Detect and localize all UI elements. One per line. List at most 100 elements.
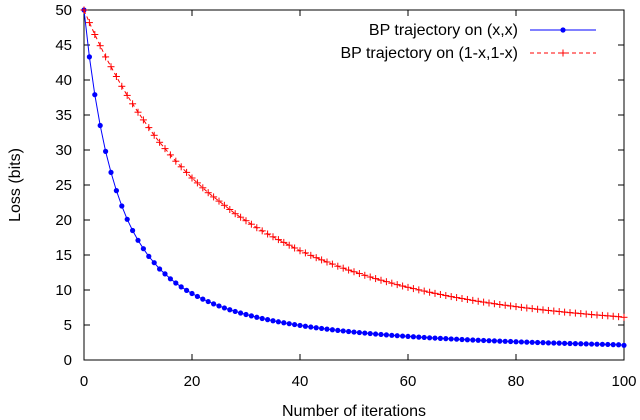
- data-point-series-2: [129, 100, 137, 108]
- data-point-series-2: [485, 299, 493, 307]
- y-tick-label: 5: [64, 317, 72, 334]
- x-tick-label: 60: [400, 373, 417, 390]
- data-point-series-1: [113, 188, 119, 194]
- data-point-series-1: [405, 333, 411, 340]
- x-tick-label: 80: [508, 373, 525, 390]
- data-point-series-2: [172, 157, 180, 165]
- y-axis-ticks: 0 5 10 15 20 25 30 35 40 45 50: [55, 2, 624, 369]
- series-2: [80, 6, 628, 321]
- data-point-series-1: [400, 333, 406, 339]
- data-point-series-2: [501, 301, 509, 309]
- series-layer: [80, 6, 628, 348]
- data-point-series-2: [150, 131, 158, 139]
- data-point-series-2: [372, 275, 380, 283]
- data-point-series-2: [199, 184, 207, 192]
- data-point-series-1: [351, 329, 357, 335]
- data-point-series-2: [388, 279, 396, 287]
- y-tick-label: 40: [55, 72, 72, 89]
- data-point-series-1: [227, 307, 233, 313]
- data-point-series-1: [362, 330, 368, 336]
- data-point-series-1: [486, 338, 492, 344]
- data-point-series-1: [432, 335, 438, 341]
- data-point-series-1: [135, 237, 141, 243]
- data-point-series-2: [345, 266, 353, 274]
- data-point-series-2: [409, 285, 417, 293]
- data-point-series-2: [442, 292, 450, 300]
- data-point-series-1: [92, 92, 98, 98]
- data-point-series-2: [210, 193, 218, 201]
- data-point-series-1: [410, 334, 416, 340]
- data-point-series-1: [551, 340, 557, 346]
- data-point-series-2: [269, 233, 277, 241]
- data-point-series-1: [151, 260, 157, 266]
- data-point-series-2: [474, 297, 482, 305]
- data-point-series-1: [319, 325, 325, 332]
- data-point-series-1: [545, 340, 552, 346]
- data-point-series-1: [416, 334, 422, 340]
- data-point-series-1: [583, 341, 589, 347]
- y-tick-label: 50: [55, 2, 72, 19]
- y-tick-label: 45: [55, 37, 72, 54]
- data-point-series-2: [177, 163, 185, 171]
- data-point-series-1: [302, 323, 308, 329]
- data-point-series-2: [274, 236, 282, 244]
- data-point-series-1: [329, 327, 335, 333]
- y-tick-label: 25: [55, 177, 72, 194]
- y-tick-label: 20: [55, 212, 72, 229]
- data-point-series-1: [562, 340, 568, 346]
- data-point-series-2: [480, 298, 488, 306]
- legend-label-2: BP trajectory on (1-x,1-x): [340, 45, 518, 62]
- data-point-series-1: [373, 331, 379, 337]
- data-point-series-2: [161, 145, 169, 153]
- data-point-series-2: [134, 108, 142, 116]
- data-point-series-2: [512, 303, 520, 311]
- data-point-series-1: [324, 326, 330, 332]
- data-point-series-2: [420, 287, 428, 295]
- data-point-series-1: [470, 337, 476, 343]
- data-point-series-1: [205, 298, 211, 305]
- y-tick-label: 10: [55, 282, 72, 299]
- data-point-series-2: [393, 281, 401, 289]
- data-point-series-1: [292, 321, 298, 328]
- data-point-series-2: [291, 244, 299, 252]
- data-point-series-1: [313, 325, 319, 331]
- data-point-series-1: [448, 336, 454, 342]
- data-point-series-2: [523, 304, 531, 312]
- data-point-series-1: [356, 329, 362, 336]
- data-point-series-2: [431, 289, 439, 297]
- data-point-series-2: [447, 293, 455, 301]
- data-point-series-1: [103, 148, 109, 154]
- data-point-series-2: [334, 262, 342, 270]
- data-point-series-2: [463, 295, 471, 303]
- data-point-series-1: [308, 324, 314, 330]
- data-point-series-1: [567, 340, 573, 347]
- data-point-series-2: [469, 296, 477, 304]
- data-point-series-2: [350, 268, 358, 276]
- data-point-series-2: [280, 238, 288, 246]
- data-point-series-1: [259, 315, 265, 322]
- data-point-series-2: [399, 282, 407, 290]
- data-point-series-1: [167, 276, 173, 282]
- data-point-series-1: [427, 335, 433, 341]
- data-point-series-2: [426, 288, 434, 296]
- x-axis-title: Number of iterations: [282, 403, 426, 420]
- data-point-series-1: [556, 340, 562, 346]
- x-tick-label: 40: [292, 373, 309, 390]
- data-point-series-1: [243, 311, 249, 318]
- data-point-series-1: [497, 338, 503, 344]
- data-point-series-1: [383, 332, 389, 338]
- data-point-series-2: [193, 179, 201, 187]
- data-point-series-1: [275, 319, 281, 325]
- data-point-series-1: [221, 305, 227, 311]
- y-axis-title: Loss (bits): [7, 148, 24, 222]
- data-point-series-2: [139, 116, 147, 124]
- data-point-series-2: [318, 256, 326, 264]
- data-point-series-2: [301, 249, 309, 257]
- data-point-series-2: [539, 306, 547, 314]
- data-point-series-1: [378, 331, 384, 338]
- data-point-series-1: [367, 330, 373, 337]
- data-point-series-1: [535, 339, 541, 346]
- data-point-series-1: [248, 313, 254, 319]
- data-point-series-1: [346, 328, 352, 335]
